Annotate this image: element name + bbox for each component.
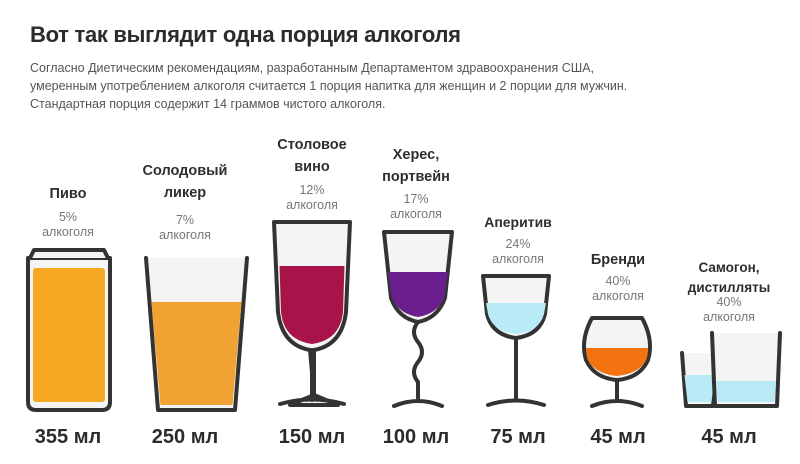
percent-suffix: алкоголя: [390, 207, 442, 221]
intro-text: Согласно Диетическим рекомендациям, разр…: [30, 59, 780, 113]
sherry-liquid: [388, 272, 448, 317]
percent-suffix: алкоголя: [703, 310, 755, 324]
drink-percent-spirits: 40% алкоголя: [669, 295, 789, 325]
drink-name-line: Аперитив: [484, 214, 552, 230]
drink-percent-beer: 5% алкоголя: [8, 210, 128, 240]
sherry-glass-icon: [382, 230, 454, 408]
volume-beer: 355 мл: [34, 426, 102, 448]
page-title: Вот так выглядит одна порция алкоголя: [30, 22, 461, 47]
drink-name-line: Херес,: [392, 147, 440, 163]
malt-liquid: [151, 302, 242, 405]
percent-suffix: алкоголя: [159, 228, 211, 242]
beer-can-icon: [26, 248, 112, 412]
drink-name-line: Бренди: [590, 252, 646, 268]
drink-name-line: Самогон,: [698, 260, 760, 275]
aperitif-liquid: [486, 303, 546, 334]
malt-liquor-glass-icon: [144, 256, 249, 412]
percent-value: 5%: [58, 210, 78, 224]
percent-suffix: алкоголя: [286, 198, 338, 212]
percent-suffix: алкоголя: [492, 252, 544, 266]
drink-name-line: Солодовый: [142, 163, 228, 179]
drink-percent-sherry: 17% алкоголя: [356, 192, 476, 222]
drink-name-line: ликер: [163, 185, 207, 201]
intro-line: Согласно Диетическим рекомендациям, разр…: [30, 61, 595, 75]
drink-name-spirits: Самогон, дистилляты: [669, 258, 789, 298]
drink-name-aperitif: Аперитив: [458, 211, 578, 233]
drink-name-sherry: Херес, портвейн: [356, 144, 476, 188]
aperitif-glass-icon: [481, 274, 551, 407]
brandy-liquid: [586, 348, 648, 376]
percent-value: 17%: [403, 192, 429, 206]
percent-value: 40%: [605, 274, 631, 288]
percent-value: 24%: [505, 237, 531, 251]
volume-sherry: 100 мл: [382, 426, 450, 448]
rocks-glass-icon: [710, 331, 782, 408]
volume-aperitif: 75 мл: [490, 426, 546, 448]
drink-name-brandy: Бренди: [558, 249, 678, 271]
volume-wine: 150 мл: [278, 426, 346, 448]
drink-name-line: дистилляты: [687, 280, 771, 295]
wine-glass-icon: [272, 220, 352, 407]
percent-value: 40%: [716, 295, 742, 309]
drink-name-line: портвейн: [382, 169, 450, 185]
intro-line: умеренным употреблением алкоголя считает…: [30, 79, 628, 93]
percent-value: 12%: [299, 183, 325, 197]
drink-name-line: вино: [294, 159, 330, 175]
drink-percent-aperitif: 24% алкоголя: [458, 237, 578, 267]
percent-value: 7%: [175, 213, 195, 227]
brandy-glass-icon: [582, 316, 652, 408]
beer-liquid: [33, 268, 105, 402]
shot-liquid: [684, 375, 715, 402]
volume-spirits: 45 мл: [701, 426, 757, 448]
volume-malt-liquor: 250 мл: [151, 426, 219, 448]
rocks-liquid: [716, 381, 776, 402]
intro-line: Стандартная порция содержит 14 граммов ч…: [30, 97, 386, 111]
drink-name-wine: Столовое вино: [252, 134, 372, 178]
percent-suffix: алкоголя: [42, 225, 94, 239]
percent-suffix: алкоголя: [592, 289, 644, 303]
drink-percent-brandy: 40% алкоголя: [558, 274, 678, 304]
drink-name-malt-liquor: Солодовый ликер: [125, 160, 245, 204]
drink-percent-wine: 12% алкоголя: [252, 183, 372, 213]
drink-name-line: Столовое: [277, 137, 347, 153]
drink-percent-malt-liquor: 7% алкоголя: [125, 213, 245, 243]
drink-name-beer: Пиво: [8, 183, 128, 205]
volume-brandy: 45 мл: [590, 426, 646, 448]
wine-liquid: [279, 266, 345, 344]
drink-name-line: Пиво: [49, 186, 87, 202]
